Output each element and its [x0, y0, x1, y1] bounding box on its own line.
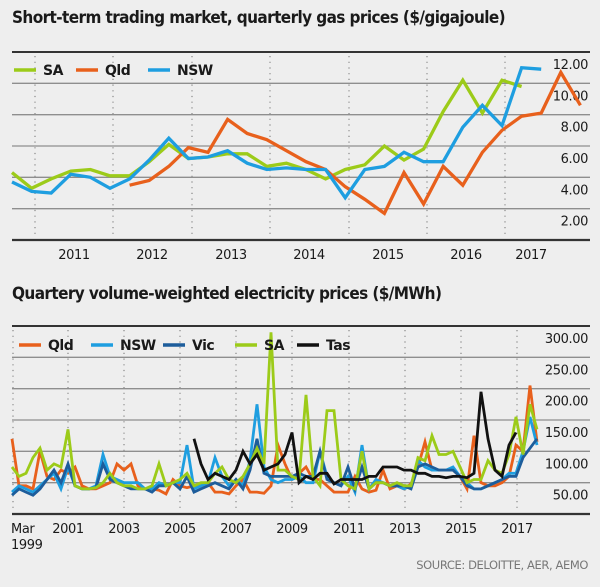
y-tick-label: 6.00 — [561, 152, 588, 167]
x-tick-label: 2017 — [501, 522, 533, 537]
x-tick-label: 2014 — [293, 248, 325, 263]
x-tick-label: 2015 — [445, 522, 477, 537]
x-tick-label: 2003 — [108, 522, 140, 537]
x-tick-label: 2013 — [215, 248, 247, 263]
x-tick-label: 2016 — [450, 248, 482, 263]
x-tick-label: 2009 — [276, 522, 308, 537]
y-tick-label: 250.00 — [545, 363, 588, 378]
gas-chart-title: Short-term trading market, quarterly gas… — [12, 8, 506, 28]
x-tick-label: 2013 — [389, 522, 421, 537]
x-tick-label: 2007 — [220, 522, 252, 537]
series-line-nsw — [11, 65, 542, 201]
legend-label-nsw: NSW — [177, 63, 213, 79]
legend-label-nsw: NSW — [120, 338, 156, 354]
y-tick-label: 12.00 — [553, 58, 588, 73]
y-tick-label: 50.00 — [553, 489, 588, 504]
legend-label-sa: SA — [43, 63, 64, 79]
gas-price-chart: 2.00 4.00 6.00 8.00 10.00 12.00 2011 2012 2013 20… — [10, 51, 590, 263]
x-tick-label: Mar — [11, 522, 35, 537]
legend-label-sa: SA — [264, 338, 285, 354]
series-line-sa — [10, 332, 539, 492]
x-tick-label: 1999 — [11, 538, 43, 553]
series-line-sa — [10, 77, 523, 191]
series-line-qld — [129, 68, 582, 216]
series-line-vic — [11, 437, 539, 497]
x-tick-label: 2011 — [333, 522, 365, 537]
electricity-chart-title: Quartery volume-weighted electricity pri… — [12, 284, 442, 304]
legend-label-qld: Qld — [105, 63, 130, 79]
y-tick-label: 4.00 — [561, 183, 588, 198]
x-tick-label: 2012 — [136, 248, 167, 263]
x-tick-label: 2011 — [58, 248, 90, 263]
legend-label-qld: Qld — [48, 338, 73, 354]
y-tick-label: 300.00 — [545, 332, 588, 347]
x-tick-label: 2001 — [52, 522, 84, 537]
series-line-tas — [192, 391, 518, 486]
y-tick-label: 8.00 — [561, 121, 588, 136]
x-tick-label: 2005 — [164, 522, 196, 537]
y-tick-label: 150.00 — [545, 426, 588, 441]
y-tick-label: 100.00 — [545, 457, 588, 472]
y-tick-label: 10.00 — [553, 89, 588, 104]
y-tick-label: 200.00 — [545, 395, 588, 410]
x-tick-label: 2017 — [515, 248, 547, 263]
x-tick-label: 2015 — [372, 248, 404, 263]
legend-label-tas: Tas — [326, 338, 350, 354]
source-note: SOURCE: DELOITTE, AER, AEMO — [416, 558, 588, 572]
series-line-nsw — [11, 404, 539, 498]
y-tick-label: 2.00 — [561, 215, 588, 230]
legend-label-vic: Vic — [192, 338, 214, 354]
